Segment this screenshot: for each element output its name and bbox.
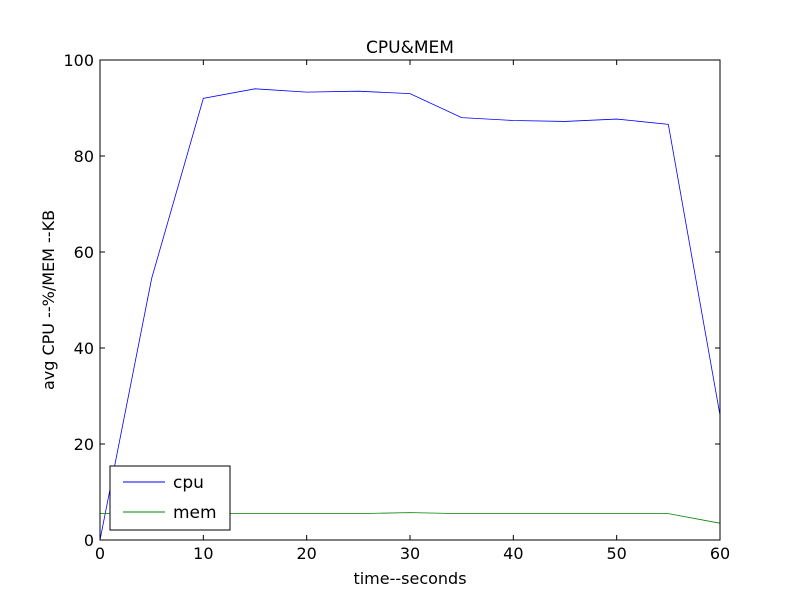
x-tick-label: 10 [193, 544, 213, 563]
x-tick-label: 40 [503, 544, 523, 563]
x-tick-label: 60 [710, 544, 730, 563]
legend-cpu-label: cpu [173, 473, 204, 493]
plot-frame [99, 59, 721, 541]
x-tick-label: 0 [95, 544, 105, 563]
legend: cpu mem [109, 465, 231, 531]
y-tick-label: 40 [74, 339, 94, 358]
x-tick-label: 50 [606, 544, 626, 563]
y-tick-label: 20 [74, 435, 94, 454]
legend-box [109, 465, 231, 531]
y-tick-label: 0 [84, 531, 94, 550]
ticks-layer: 0 10 20 30 40 50 60 0 20 40 60 80 100 [63, 51, 730, 563]
y-tick-label: 100 [63, 51, 94, 70]
y-tick-label: 60 [74, 243, 94, 262]
series-line-cpu [100, 88, 720, 540]
y-tick-label: 80 [74, 147, 94, 166]
legend-mem-label: mem [173, 503, 217, 523]
chart-title: CPU&MEM [366, 38, 454, 58]
y-axis-label: avg CPU --%/MEM --KB [39, 210, 58, 390]
x-tick-label: 30 [400, 544, 420, 563]
x-axis-label: time--seconds [353, 569, 466, 588]
x-tick-label: 20 [296, 544, 316, 563]
